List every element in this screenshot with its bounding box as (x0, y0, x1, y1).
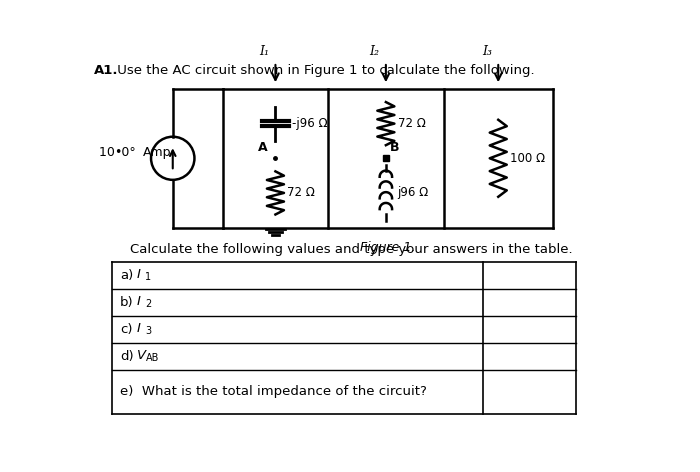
Text: Use the AC circuit shown in Figure 1 to calculate the following.: Use the AC circuit shown in Figure 1 to … (113, 64, 535, 77)
Text: j96 Ω: j96 Ω (398, 186, 428, 200)
Text: I₂: I₂ (370, 45, 379, 58)
Text: Figure 1.: Figure 1. (360, 242, 416, 254)
Text: c): c) (120, 323, 132, 336)
Text: Calculate the following values and type your answers in the table.: Calculate the following values and type … (130, 243, 573, 256)
Text: 72 Ω: 72 Ω (398, 117, 426, 130)
Text: d): d) (120, 350, 134, 363)
Text: B: B (390, 142, 399, 154)
Text: AB: AB (146, 353, 159, 363)
Text: Amp.: Amp. (144, 146, 176, 159)
Text: A: A (258, 142, 267, 154)
Text: b): b) (120, 296, 134, 309)
Text: 2: 2 (145, 299, 151, 309)
Text: A1.: A1. (94, 64, 118, 77)
Text: I: I (137, 269, 141, 281)
Text: -j96 Ω: -j96 Ω (293, 117, 328, 130)
Text: e)  What is the total impedance of the circuit?: e) What is the total impedance of the ci… (120, 386, 427, 398)
Text: 10: 10 (99, 146, 119, 159)
Text: I: I (137, 295, 141, 308)
Text: •0°: •0° (115, 146, 136, 159)
Text: I₁: I₁ (259, 45, 270, 58)
Text: a): a) (120, 269, 133, 282)
Text: 3: 3 (145, 326, 151, 336)
Text: 1: 1 (145, 272, 151, 282)
Text: 100 Ω: 100 Ω (510, 152, 545, 165)
Text: I₃: I₃ (482, 45, 492, 58)
Text: I: I (137, 322, 141, 335)
Text: V: V (137, 349, 146, 362)
Text: 72 Ω: 72 Ω (287, 186, 315, 200)
